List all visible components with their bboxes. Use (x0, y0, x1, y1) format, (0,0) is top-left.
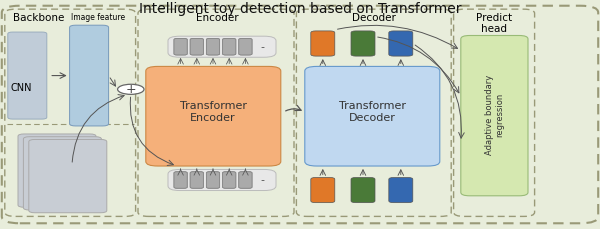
Text: -: - (255, 42, 265, 52)
Text: Adaptive boundary
regression: Adaptive boundary regression (485, 74, 504, 155)
FancyBboxPatch shape (174, 172, 187, 188)
FancyBboxPatch shape (174, 38, 187, 55)
Text: Image feature: Image feature (71, 13, 125, 22)
Text: Predict
head: Predict head (476, 13, 512, 34)
Text: +: + (125, 83, 136, 96)
FancyBboxPatch shape (223, 38, 236, 55)
FancyBboxPatch shape (239, 172, 252, 188)
FancyBboxPatch shape (168, 36, 276, 57)
FancyBboxPatch shape (8, 32, 47, 119)
FancyBboxPatch shape (23, 137, 101, 210)
FancyBboxPatch shape (29, 139, 107, 213)
FancyBboxPatch shape (223, 172, 236, 188)
FancyBboxPatch shape (305, 66, 440, 166)
FancyBboxPatch shape (70, 25, 109, 126)
FancyBboxPatch shape (2, 6, 598, 223)
Text: Decoder: Decoder (352, 13, 396, 23)
Text: Transformer
Encoder: Transformer Encoder (179, 101, 247, 123)
FancyBboxPatch shape (389, 177, 413, 203)
FancyBboxPatch shape (351, 177, 375, 203)
FancyBboxPatch shape (18, 134, 96, 207)
FancyBboxPatch shape (311, 177, 335, 203)
FancyBboxPatch shape (351, 31, 375, 56)
FancyBboxPatch shape (168, 169, 276, 191)
Text: -: - (255, 175, 265, 185)
Text: CNN: CNN (11, 83, 32, 93)
Text: Transformer
Decoder: Transformer Decoder (339, 101, 406, 123)
Text: Backbone: Backbone (13, 13, 65, 23)
Text: Intelligent toy detection based on Transformer: Intelligent toy detection based on Trans… (139, 2, 461, 16)
FancyBboxPatch shape (239, 38, 252, 55)
Circle shape (118, 84, 144, 94)
FancyBboxPatch shape (206, 172, 220, 188)
FancyBboxPatch shape (146, 66, 281, 166)
FancyBboxPatch shape (190, 172, 203, 188)
FancyBboxPatch shape (206, 38, 220, 55)
FancyBboxPatch shape (206, 172, 220, 188)
Text: Encoder: Encoder (196, 13, 239, 23)
FancyBboxPatch shape (190, 38, 203, 55)
FancyBboxPatch shape (311, 31, 335, 56)
Text: -: - (255, 175, 265, 185)
FancyBboxPatch shape (206, 38, 220, 55)
Text: -: - (255, 42, 265, 52)
FancyBboxPatch shape (223, 172, 236, 188)
FancyBboxPatch shape (223, 38, 236, 55)
FancyBboxPatch shape (174, 38, 187, 55)
FancyBboxPatch shape (389, 31, 413, 56)
FancyBboxPatch shape (190, 172, 203, 188)
FancyBboxPatch shape (239, 38, 252, 55)
FancyBboxPatch shape (190, 38, 203, 55)
FancyBboxPatch shape (461, 35, 528, 196)
FancyBboxPatch shape (239, 172, 252, 188)
FancyBboxPatch shape (174, 172, 187, 188)
